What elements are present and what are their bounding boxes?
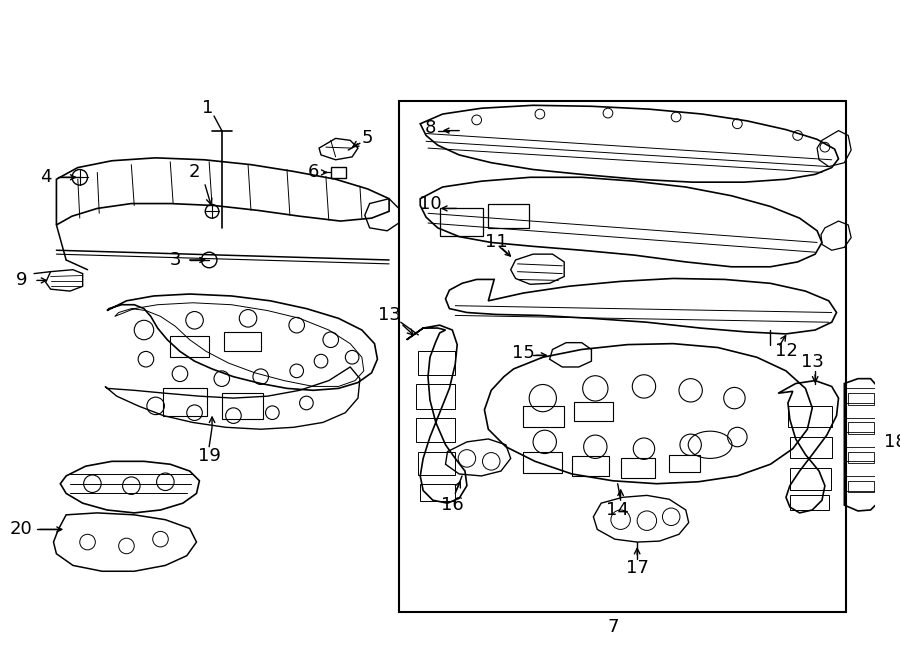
Bar — [848, 481, 874, 492]
Text: 4: 4 — [40, 169, 51, 186]
Text: 1: 1 — [202, 99, 213, 117]
Bar — [418, 352, 455, 375]
Bar — [523, 451, 562, 473]
Text: 3: 3 — [169, 251, 181, 269]
Text: 19: 19 — [198, 447, 220, 465]
Bar — [164, 389, 207, 416]
Text: 5: 5 — [362, 130, 374, 147]
Bar — [670, 455, 700, 472]
Bar — [790, 495, 829, 510]
Bar — [848, 393, 874, 405]
Text: 18: 18 — [884, 433, 900, 451]
Bar — [489, 204, 529, 228]
Bar — [440, 208, 483, 236]
Bar — [170, 336, 209, 357]
Bar — [621, 459, 654, 478]
Bar — [790, 468, 831, 490]
Bar — [790, 437, 832, 459]
Bar — [848, 422, 874, 434]
Text: 16: 16 — [441, 496, 464, 514]
Text: 11: 11 — [485, 233, 508, 251]
Bar — [574, 402, 613, 422]
Text: 7: 7 — [608, 617, 618, 636]
Bar — [330, 167, 346, 178]
Bar — [221, 393, 263, 418]
Text: 8: 8 — [424, 119, 436, 137]
Text: 13: 13 — [378, 307, 400, 325]
Bar — [523, 406, 564, 427]
Text: 6: 6 — [308, 163, 319, 181]
Text: 10: 10 — [418, 194, 441, 213]
Bar — [788, 406, 832, 427]
Text: 15: 15 — [512, 344, 535, 362]
Bar — [224, 332, 261, 352]
Text: 2: 2 — [189, 163, 201, 181]
Bar — [417, 418, 455, 442]
Bar — [418, 451, 455, 475]
Text: 20: 20 — [10, 520, 32, 539]
Text: 17: 17 — [626, 559, 649, 577]
Bar — [399, 101, 846, 612]
Bar — [572, 457, 609, 476]
Bar — [417, 383, 455, 408]
Bar — [848, 451, 874, 463]
Text: 13: 13 — [801, 353, 824, 371]
Text: 14: 14 — [607, 501, 629, 519]
Text: 9: 9 — [15, 272, 27, 290]
Bar — [420, 484, 455, 501]
Text: 12: 12 — [775, 342, 797, 360]
